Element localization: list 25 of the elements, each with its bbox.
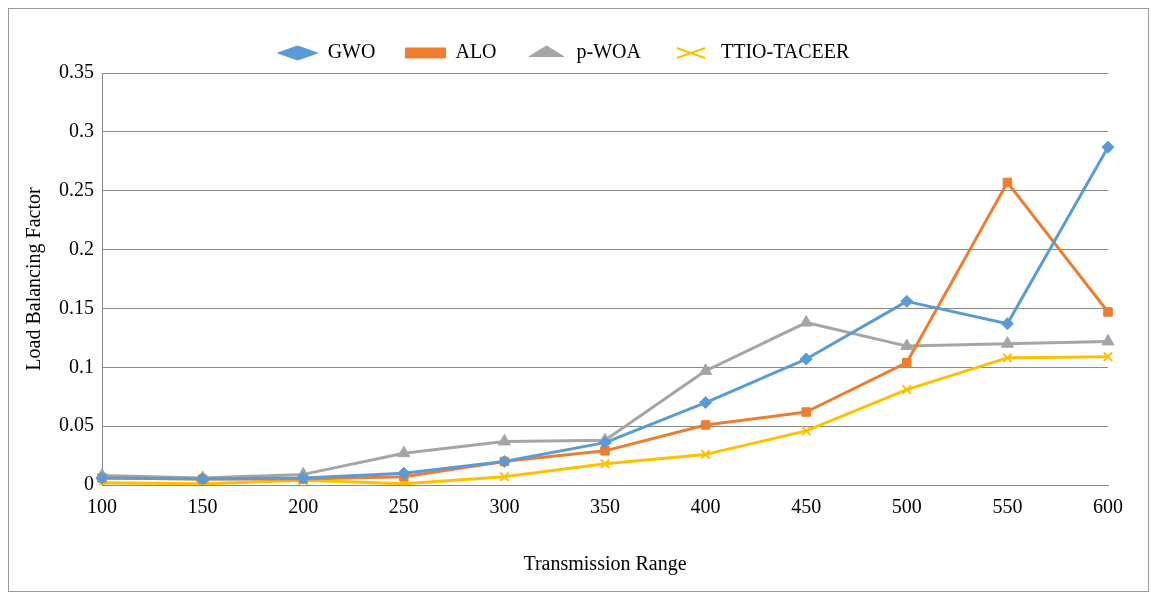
y-tick-label: 0.1: [69, 354, 94, 377]
x-tick-label: 450: [791, 495, 822, 518]
x-tick-label: 100: [87, 495, 117, 518]
legend-label: p-WOA: [576, 40, 642, 64]
y-tick-label: 0.2: [69, 236, 94, 259]
y-tick-label: 0.35: [59, 60, 94, 83]
y-tick-label: 0.25: [59, 177, 94, 200]
x-tick-label: 250: [388, 495, 419, 518]
x-tick-label: 500: [891, 495, 922, 518]
x-tick-label: 350: [590, 495, 620, 518]
x-tick-label: 200: [288, 495, 319, 518]
y-tick-label: 0: [84, 472, 94, 495]
y-tick-label: 0.3: [69, 119, 94, 142]
legend-label: ALO: [455, 40, 497, 63]
x-tick-label: 600: [1093, 495, 1123, 518]
y-tick-label: 0.15: [59, 295, 94, 318]
x-tick-label: 400: [690, 495, 721, 518]
x-tick-label: 550: [992, 495, 1023, 518]
x-tick-label: 300: [489, 495, 520, 518]
x-axis-title: Transmission Range: [523, 552, 687, 576]
y-axis-title: Load Balancing Factor: [22, 187, 46, 371]
x-tick-label: 150: [187, 495, 218, 518]
legend-label: TTIO-TACEER: [720, 40, 850, 63]
legend-label: GWO: [327, 40, 376, 63]
y-tick-label: 0.05: [59, 413, 94, 436]
